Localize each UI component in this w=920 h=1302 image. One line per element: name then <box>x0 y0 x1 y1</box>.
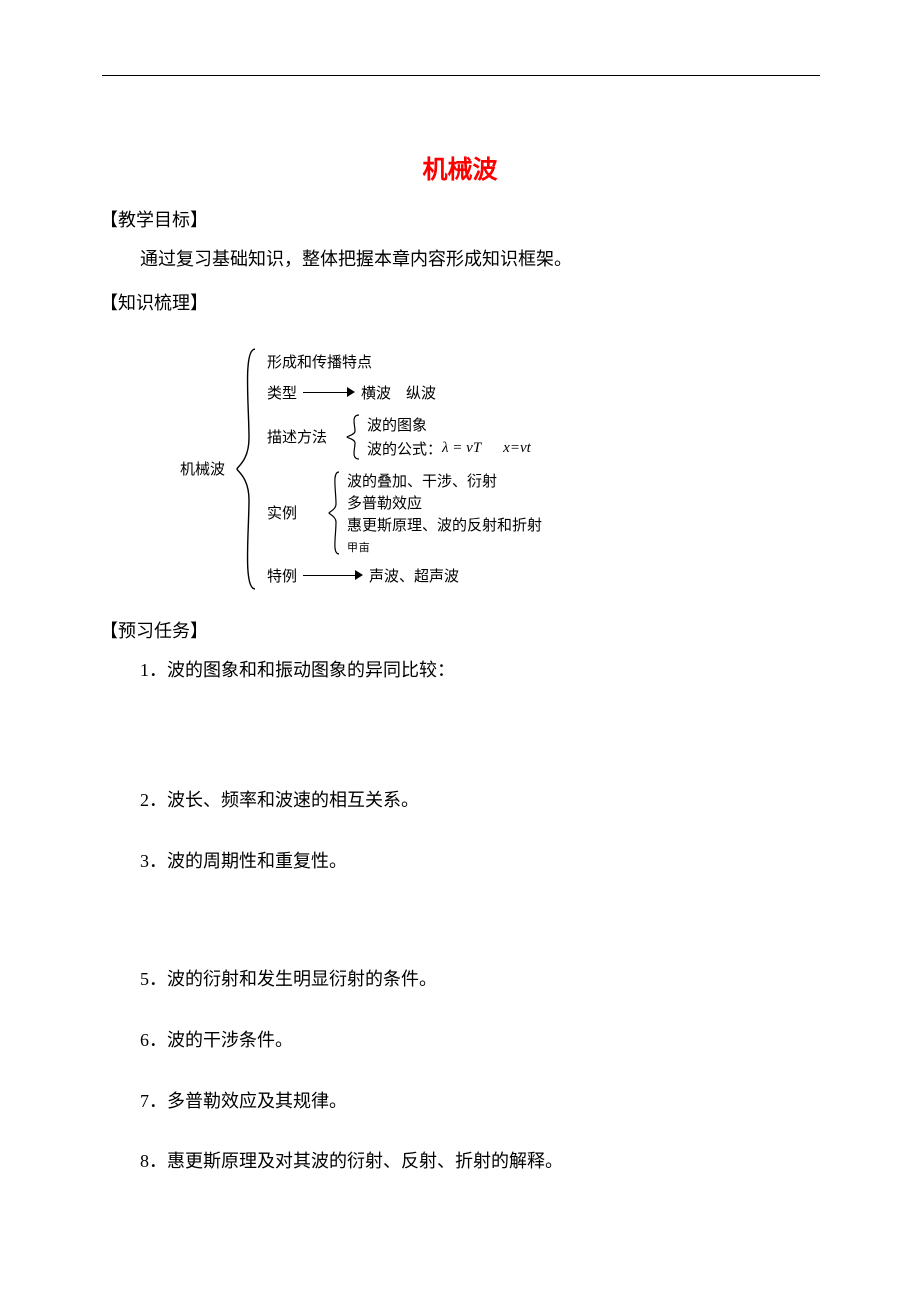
arrow-icon <box>303 388 355 398</box>
goal-text: 通过复习基础知识，整体把握本章内容形成知识框架。 <box>140 244 820 275</box>
preview-item-3: 3．波的周期性和重复性。 <box>140 846 820 877</box>
top-horizontal-rule <box>102 75 820 76</box>
preview-item-5: 5．波的衍射和发生明显衍射的条件。 <box>140 964 820 995</box>
brace-icon <box>345 413 363 461</box>
preview-item-7: 7．多普勒效应及其规律。 <box>140 1086 820 1117</box>
diagram-example-sub3: 惠更斯原理、波的反射和折射 <box>347 514 542 536</box>
diagram-example-sub1: 波的叠加、干涉、衍射 <box>347 470 542 492</box>
preview-item-1: 1．波的图象和和振动图象的异同比较： <box>140 655 820 686</box>
preview-item-2: 2．波长、频率和波速的相互关系。 <box>140 785 820 816</box>
diagram-item-example-label: 实例 <box>267 502 297 523</box>
page-title: 机械波 <box>100 150 820 186</box>
section-heading-knowledge: 【知识梳理】 <box>100 289 820 315</box>
diagram-method-sub1: 波的图象 <box>367 414 531 436</box>
diagram-item-type-values: 横波 纵波 <box>361 382 436 403</box>
diagram-formula-2: x=vt <box>503 440 531 457</box>
diagram-item-special-value: 声波、超声波 <box>369 565 459 586</box>
section-heading-preview: 【预习任务】 <box>100 617 820 643</box>
diagram-example-sub4: 甲 亩 <box>347 536 542 558</box>
concept-diagram: 机械波 形成和传播特点 类型 横波 纵波 描述方法 <box>180 345 820 593</box>
diagram-root-label: 机械波 <box>180 345 233 593</box>
arrow-icon <box>303 571 363 581</box>
diagram-example-sub2: 多普勒效应 <box>347 492 542 514</box>
diagram-formula-1: λ = vT <box>442 440 481 457</box>
section-heading-goal: 【教学目标】 <box>100 206 820 232</box>
brace-icon <box>327 470 343 556</box>
diagram-item-type-label: 类型 <box>267 382 297 403</box>
page: 机械波 【教学目标】 通过复习基础知识，整体把握本章内容形成知识框架。 【知识梳… <box>0 0 920 1267</box>
diagram-item-formation: 形成和传播特点 <box>267 349 546 375</box>
diagram-item-special-label: 特例 <box>267 565 297 586</box>
preview-item-6: 6．波的干涉条件。 <box>140 1025 820 1056</box>
brace-icon <box>233 345 259 593</box>
preview-item-8: 8．惠更斯原理及对其波的衍射、反射、折射的解释。 <box>140 1146 820 1177</box>
diagram-item-method-label: 描述方法 <box>267 426 327 447</box>
diagram-method-sub2-prefix: 波的公式： <box>367 438 442 459</box>
